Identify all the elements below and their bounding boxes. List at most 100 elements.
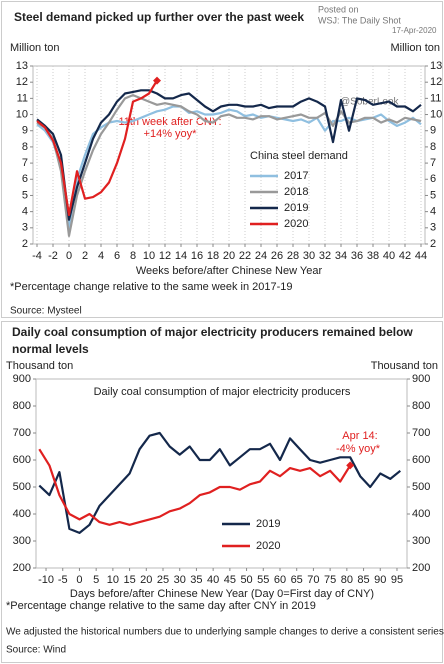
- x-tick-label: 34: [335, 250, 347, 262]
- panel: [1, 321, 443, 663]
- y2-tick-label: 2: [430, 238, 436, 250]
- x-tick-label: 50: [240, 574, 252, 586]
- x-tick-label: 80: [341, 574, 353, 586]
- x-label: Weeks before/after Chinese New Year: [136, 265, 323, 277]
- y2-tick-label: 500: [412, 481, 430, 493]
- series-line: [36, 94, 422, 237]
- y2-tick-label: 8: [430, 141, 436, 153]
- credit: WSJ: The Daily Shot: [318, 15, 401, 25]
- y-tick-label: 6: [22, 173, 28, 185]
- y-tick-label: 4: [22, 206, 28, 218]
- y2-tick-label: 13: [430, 60, 442, 72]
- y-label: Thousand ton: [6, 360, 73, 372]
- y-tick-label: 13: [16, 60, 28, 72]
- y2-tick-label: 6: [430, 173, 436, 185]
- x-tick-label: 10: [107, 574, 119, 586]
- plot-frame: [35, 378, 408, 569]
- y-tick-label: 10: [16, 108, 28, 120]
- y-tick-label: 3: [22, 222, 28, 234]
- legend-label: 2020: [284, 218, 308, 230]
- x-tick-label: 42: [399, 250, 411, 262]
- x-tick-label: 90: [374, 574, 386, 586]
- x-tick-label: 6: [114, 250, 120, 262]
- date: 17-Apr-2020: [392, 26, 437, 35]
- chart-title: Steel demand picked up further over the …: [14, 10, 304, 24]
- source: Source: Wind: [6, 645, 66, 656]
- legend-label: 2019: [256, 518, 280, 530]
- x-tick-label: 32: [319, 250, 331, 262]
- x-tick-label: 10: [143, 250, 155, 262]
- y-label: Million ton: [10, 42, 60, 54]
- series-line: [36, 105, 422, 229]
- series-line: [36, 80, 158, 216]
- x-tick-label: 22: [239, 250, 251, 262]
- y-tick-label: 700: [13, 427, 31, 439]
- legend-label: 2019: [284, 202, 308, 214]
- x-tick-label: 0: [76, 574, 82, 586]
- x-tick-label: 85: [357, 574, 369, 586]
- y2-tick-label: 400: [412, 508, 430, 520]
- posted: Posted on: [318, 4, 359, 14]
- y2-tick-label: 3: [430, 222, 436, 234]
- y-tick-label: 8: [22, 141, 28, 153]
- x-tick-label: 26: [271, 250, 283, 262]
- x-tick-label: 30: [303, 250, 315, 262]
- source: Source: Mysteel: [10, 306, 82, 317]
- x-tick-label: 95: [391, 574, 403, 586]
- x-tick-label: 44: [415, 250, 427, 262]
- y2-tick-label: 10: [430, 108, 442, 120]
- x-tick-label: 20: [140, 574, 152, 586]
- x-tick-label: 5: [93, 574, 99, 586]
- x-label: Days before/after Chinese New Year (Day …: [70, 588, 374, 600]
- x-tick-label: 38: [367, 250, 379, 262]
- x-tick-label: 15: [123, 574, 135, 586]
- y2-tick-label: 4: [430, 206, 436, 218]
- y2-label: Thousand ton: [371, 360, 438, 372]
- x-tick-label: -2: [48, 250, 58, 262]
- legend-label: 2018: [284, 186, 308, 198]
- y2-tick-label: 300: [412, 535, 430, 547]
- x-tick-label: 8: [130, 250, 136, 262]
- legend-title: China steel demand: [250, 150, 348, 162]
- y2-tick-label: 12: [430, 76, 442, 88]
- series-line: [38, 431, 401, 534]
- y-tick-label: 300: [13, 535, 31, 547]
- series-line: [38, 448, 352, 526]
- x-tick-label: 35: [190, 574, 202, 586]
- legend-label: 2020: [256, 540, 280, 552]
- footnote: *Percentage change relative to the same …: [10, 281, 293, 293]
- x-tick-label: 36: [351, 250, 363, 262]
- y2-tick-label: 900: [412, 373, 430, 385]
- x-tick-label: -10: [38, 574, 54, 586]
- x-tick-label: 2: [82, 250, 88, 262]
- y2-tick-label: 5: [430, 189, 436, 201]
- subtitle: Daily coal consumption of major electric…: [94, 386, 351, 398]
- y2-label: Million ton: [390, 42, 440, 54]
- legend-label: 2017: [284, 170, 308, 182]
- annotation: -4% yoy*: [336, 443, 381, 455]
- end-marker: [153, 76, 161, 85]
- y2-tick-label: 800: [412, 400, 430, 412]
- x-tick-label: 30: [174, 574, 186, 586]
- annotation: +14% yoy*: [144, 128, 198, 140]
- x-tick-label: 25: [157, 574, 169, 586]
- x-tick-label: 20: [223, 250, 235, 262]
- y-tick-label: 400: [13, 508, 31, 520]
- x-tick-label: 45: [224, 574, 236, 586]
- y2-tick-label: 700: [412, 427, 430, 439]
- series-line: [36, 89, 422, 221]
- y-tick-label: 200: [13, 562, 31, 574]
- x-tick-label: 14: [175, 250, 187, 262]
- x-tick-label: 18: [207, 250, 219, 262]
- x-tick-label: 12: [159, 250, 171, 262]
- y-tick-label: 2: [22, 238, 28, 250]
- x-tick-label: 4: [98, 250, 104, 262]
- x-tick-label: 0: [66, 250, 72, 262]
- y-tick-label: 9: [22, 125, 28, 137]
- y-tick-label: 11: [17, 92, 28, 104]
- x-tick-label: 28: [287, 250, 299, 262]
- x-tick-label: 65: [291, 574, 303, 586]
- chart-title: Daily coal consumption of major electric…: [12, 325, 413, 356]
